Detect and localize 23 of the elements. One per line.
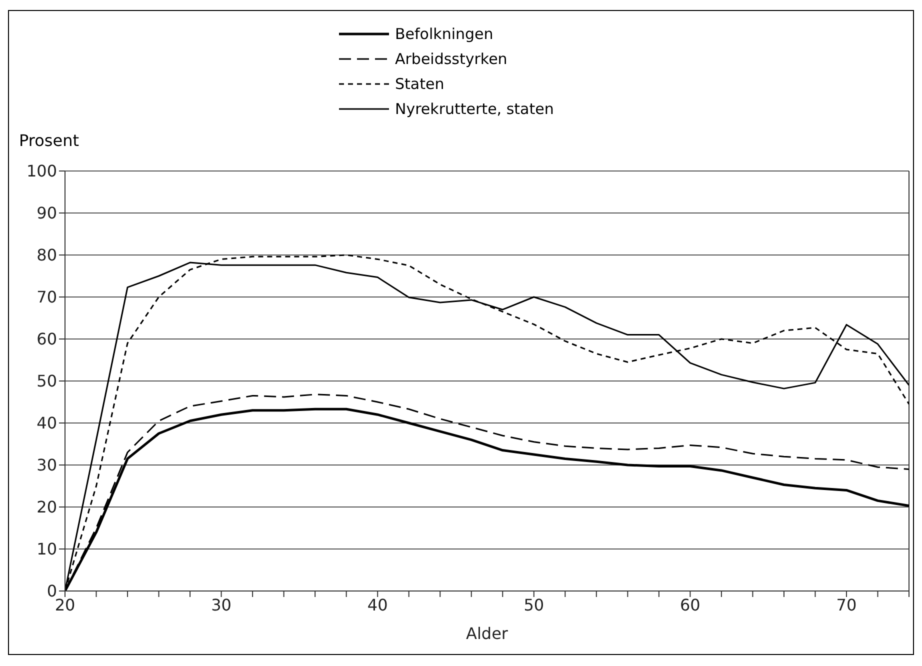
legend-label: Befolkningen [395,24,494,42]
y-tick-label: 20 [36,498,57,517]
x-tick-label: 20 [54,595,76,614]
x-axis-title: Alder [466,624,508,643]
y-axis-title: Prosent [19,131,79,150]
x-tick-label: 30 [211,595,232,614]
y-tick-label: 0 [46,582,57,601]
legend-label: Staten [395,74,444,92]
x-tick-label: 50 [524,595,544,614]
y-tick-label: 80 [36,246,57,265]
y-tick-label: 90 [36,204,57,223]
legend-label: Arbeidsstyrken [395,50,508,68]
x-tick-label: 60 [680,595,700,614]
legend-label: Nyrekrutterte, staten [395,100,554,118]
y-tick-label: 40 [36,414,57,433]
y-tick-label: 60 [36,330,57,349]
x-tick-label: 70 [836,595,857,614]
y-tick-label: 30 [36,456,57,475]
y-tick-label: 100 [26,162,57,181]
y-tick-label: 10 [36,540,57,559]
y-tick-label: 50 [36,372,57,391]
x-tick-label: 40 [367,595,388,614]
y-tick-label: 70 [36,288,57,307]
